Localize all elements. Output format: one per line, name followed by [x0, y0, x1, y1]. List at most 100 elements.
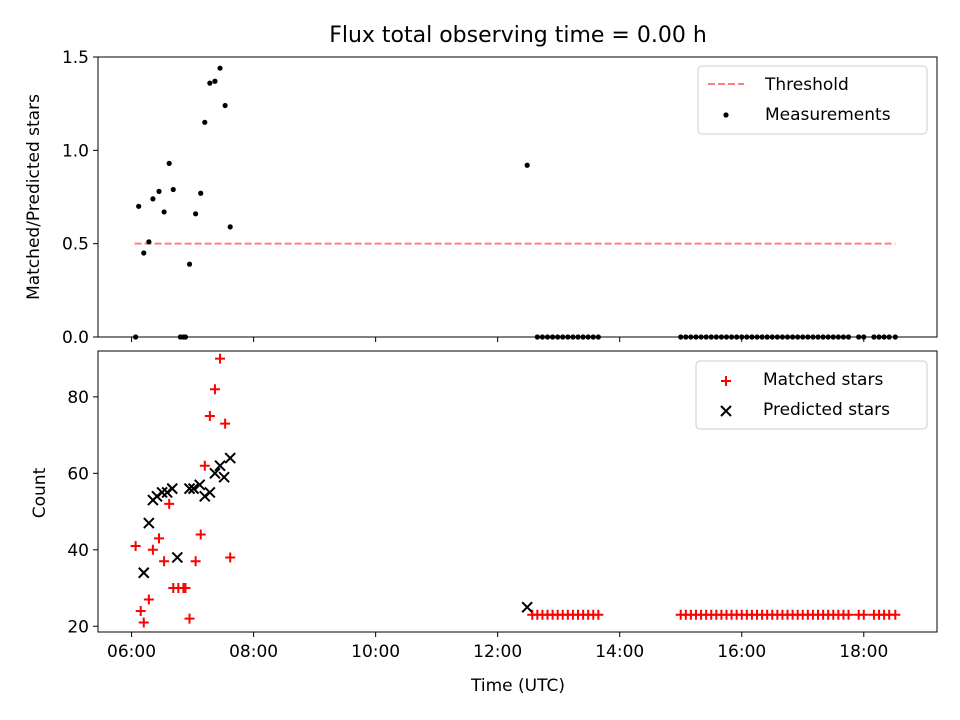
- measurement-point: [565, 334, 571, 340]
- measurement-point: [207, 80, 213, 86]
- legend-predicted-label: Predicted stars: [763, 400, 890, 420]
- measurement-point: [198, 190, 204, 196]
- x-tick-label: 14:00: [595, 642, 644, 662]
- measurement-point: [182, 334, 189, 340]
- measurement-point: [570, 334, 576, 340]
- measurement-point: [789, 334, 796, 340]
- ratio-panel: 0.0 0.5 1.0 1.5 Threshold Measurements: [62, 48, 938, 348]
- matched-star-point: [138, 617, 149, 628]
- matched-star-point: [593, 609, 604, 620]
- measurement-point: [217, 65, 223, 71]
- matched-star-point: [858, 609, 869, 620]
- measurement-point: [713, 334, 719, 340]
- bottom-y-axis-label: Count: [30, 467, 50, 518]
- plot-frame: [97, 56, 938, 338]
- measurement-point: [815, 334, 821, 340]
- measurement-point: [795, 334, 801, 340]
- legend-measurement-label: Measurements: [765, 105, 891, 125]
- predicted-star-point: [218, 471, 230, 483]
- measurement-point: [544, 334, 551, 340]
- measurement-point: [146, 239, 152, 245]
- measurement-point: [580, 334, 586, 340]
- measurement-point: [845, 334, 852, 340]
- matched-star-point: [180, 583, 191, 594]
- matched-star-point: [890, 609, 901, 620]
- measurement-point: [856, 334, 862, 340]
- legend-matched-swatch: [721, 376, 731, 386]
- matched-star-point: [164, 498, 175, 509]
- measurement-point: [698, 334, 704, 340]
- measurement-point: [170, 186, 176, 193]
- predicted-star-point: [171, 551, 184, 564]
- top-y-axis-label: Matched/Predicted stars: [24, 94, 44, 300]
- matched-star-point: [130, 540, 141, 551]
- measurement-point: [708, 334, 714, 340]
- x-tick-label: 18:00: [839, 642, 888, 662]
- measurement-point: [560, 334, 566, 340]
- measurement-point: [886, 334, 892, 340]
- predicted-star-point: [138, 567, 150, 579]
- predicted-star-point: [193, 479, 206, 491]
- matched-star-point: [225, 552, 236, 563]
- matched-star-point: [154, 533, 165, 544]
- measurement-point: [810, 334, 816, 340]
- predicted-star-point: [224, 452, 236, 464]
- x-tick-label: 12:00: [473, 642, 522, 662]
- matched-star-point: [204, 410, 215, 421]
- measurement-point: [820, 334, 826, 340]
- measurement-point: [193, 211, 199, 217]
- measurement-point: [693, 334, 699, 340]
- measurement-point: [585, 334, 591, 340]
- predicted-star-point: [166, 482, 178, 495]
- measurement-point: [534, 334, 540, 340]
- measurement-point: [769, 334, 775, 340]
- matched-star-point: [215, 353, 226, 364]
- measurement-point: [876, 334, 882, 340]
- y-tick-label: 80: [67, 388, 89, 408]
- measurement-point: [728, 334, 735, 340]
- measurement-point: [779, 334, 786, 340]
- x-tick-label: 10:00: [351, 642, 400, 662]
- matched-star-point: [195, 529, 206, 540]
- matched-star-point: [220, 418, 231, 429]
- y-tick-label: 40: [67, 541, 89, 561]
- measurement-point: [861, 334, 867, 340]
- measurement-point: [141, 250, 147, 256]
- matched-star-point: [199, 460, 210, 471]
- measurement-point: [555, 334, 561, 340]
- count-panel: 20 40 60 80 06:00 08:00 10:00 12:00 14:00 16:00 18…: [67, 350, 938, 662]
- measurement-point: [688, 334, 694, 340]
- measurement-point: [703, 334, 709, 340]
- measurement-point: [524, 162, 530, 168]
- measurement-point: [156, 188, 162, 194]
- measurement-point: [835, 334, 841, 340]
- measurement-point: [133, 334, 139, 340]
- measurement-point: [881, 334, 887, 340]
- plot-frame: [97, 350, 938, 633]
- measurement-point: [871, 334, 877, 340]
- measurement-point: [718, 334, 725, 340]
- measurement-point: [825, 334, 831, 340]
- legend-measurement-swatch: [723, 112, 729, 118]
- measurement-point: [186, 261, 193, 267]
- measurement-point: [784, 334, 791, 340]
- measurement-point: [212, 78, 218, 84]
- measurement-point: [166, 160, 172, 166]
- measurement-point: [136, 203, 142, 209]
- legend-matched-label: Matched stars: [763, 370, 883, 390]
- matched-star-point: [843, 609, 854, 620]
- measurement-point: [595, 334, 601, 340]
- measurement-point: [150, 196, 156, 202]
- y-tick-label: 1.5: [62, 48, 89, 68]
- legend-predicted-swatch: [720, 405, 732, 417]
- matched-star-point: [209, 384, 220, 395]
- measurement-point: [759, 334, 765, 340]
- x-tick-label: 08:00: [229, 642, 278, 662]
- matched-star-point: [159, 556, 170, 567]
- measurement-point: [161, 209, 167, 215]
- measurement-point: [539, 334, 546, 340]
- measurement-point: [744, 334, 750, 340]
- measurement-point: [830, 334, 836, 340]
- x-axis-label: Time (UTC): [470, 676, 565, 696]
